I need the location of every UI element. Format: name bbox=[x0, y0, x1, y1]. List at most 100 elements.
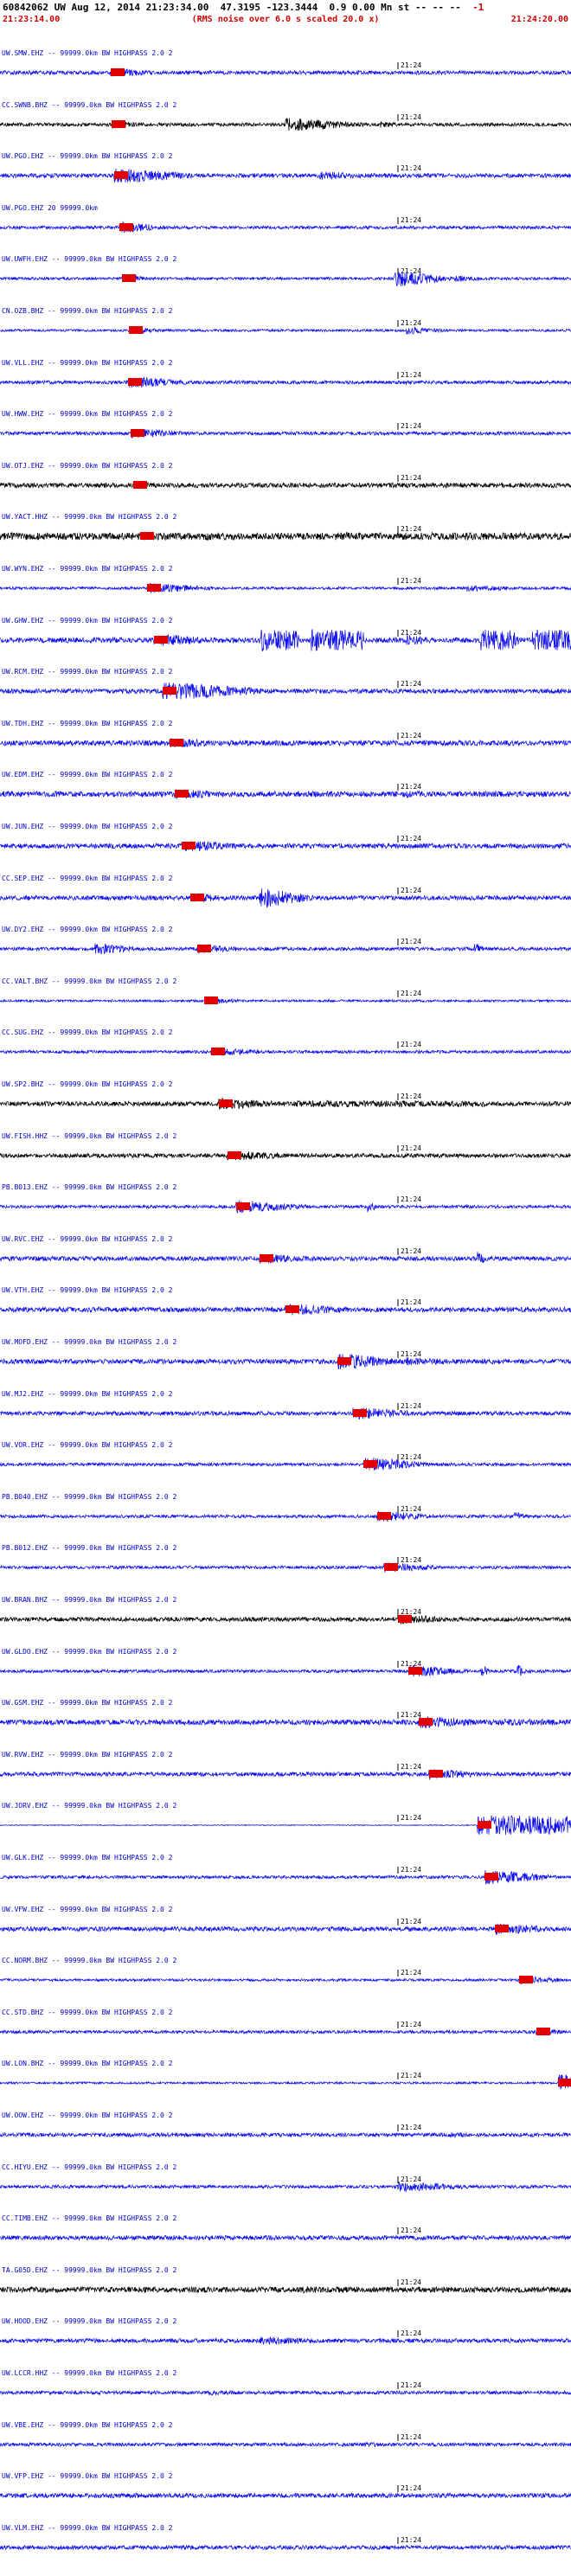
pick-marker[interactable] bbox=[419, 1718, 433, 1726]
waveform-trace[interactable] bbox=[0, 376, 571, 388]
pick-marker[interactable] bbox=[377, 1512, 391, 1520]
waveform-trace[interactable] bbox=[0, 1252, 571, 1264]
waveform-trace[interactable] bbox=[0, 2492, 571, 2500]
pick-marker[interactable] bbox=[408, 1667, 422, 1675]
waveform-canvas[interactable]: 21:24 bbox=[0, 2471, 571, 2523]
waveform-canvas[interactable]: 21:24 bbox=[0, 151, 571, 203]
waveform-canvas[interactable]: 21:24 bbox=[0, 2059, 571, 2111]
waveform-trace[interactable] bbox=[0, 117, 571, 131]
waveform-trace[interactable] bbox=[0, 997, 571, 1005]
pick-marker[interactable] bbox=[484, 1873, 498, 1881]
waveform-trace[interactable] bbox=[0, 1614, 571, 1624]
waveform-canvas[interactable]: 21:24 bbox=[0, 1080, 571, 1131]
pick-marker[interactable] bbox=[111, 68, 125, 76]
waveform-canvas[interactable]: 21:24 bbox=[0, 1595, 571, 1647]
waveform-trace[interactable] bbox=[0, 1664, 571, 1677]
waveform-trace[interactable] bbox=[0, 2389, 571, 2396]
waveform-canvas[interactable]: 21:24 bbox=[0, 925, 571, 977]
waveform-trace[interactable] bbox=[0, 1869, 571, 1885]
waveform-canvas[interactable]: 21:24 bbox=[0, 874, 571, 926]
pick-marker[interactable] bbox=[429, 1770, 443, 1778]
pick-marker[interactable] bbox=[236, 1202, 250, 1210]
waveform-trace[interactable] bbox=[0, 2074, 571, 2090]
pick-marker[interactable] bbox=[228, 1151, 241, 1159]
waveform-trace[interactable] bbox=[0, 2544, 571, 2551]
waveform-trace[interactable] bbox=[0, 582, 571, 593]
waveform-trace[interactable] bbox=[0, 428, 571, 439]
waveform-canvas[interactable]: 21:24 bbox=[0, 1337, 571, 1389]
waveform-trace[interactable] bbox=[0, 1150, 571, 1161]
waveform-canvas[interactable]: 21:24 bbox=[0, 770, 571, 822]
waveform-canvas[interactable]: 21:24 bbox=[0, 48, 571, 100]
waveform-canvas[interactable]: 21:24 bbox=[0, 512, 571, 564]
waveform-trace[interactable] bbox=[0, 1098, 571, 1110]
pick-marker[interactable] bbox=[170, 739, 183, 747]
waveform-trace[interactable] bbox=[0, 2181, 571, 2193]
waveform-trace[interactable] bbox=[0, 2131, 571, 2139]
waveform-canvas[interactable]: 21:24 bbox=[0, 2316, 571, 2368]
waveform-canvas[interactable]: 21:24 bbox=[0, 1698, 571, 1750]
pick-marker[interactable] bbox=[154, 636, 168, 644]
waveform-trace[interactable] bbox=[0, 326, 571, 336]
waveform-canvas[interactable]: 21:24 bbox=[0, 1956, 571, 2008]
waveform-canvas[interactable]: 21:24 bbox=[0, 1543, 571, 1595]
waveform-canvas[interactable]: 21:24 bbox=[0, 2368, 571, 2420]
pick-marker[interactable] bbox=[260, 1254, 273, 1262]
waveform-trace[interactable] bbox=[0, 2234, 571, 2241]
waveform-trace[interactable] bbox=[0, 2028, 571, 2036]
waveform-canvas[interactable]: 21:24 bbox=[0, 1492, 571, 1544]
waveform-canvas[interactable]: 21:24 bbox=[0, 616, 571, 668]
waveform-canvas[interactable]: 21:24 bbox=[0, 1647, 571, 1699]
waveform-trace[interactable] bbox=[0, 1048, 571, 1056]
pick-marker[interactable] bbox=[398, 1615, 412, 1623]
pick-marker[interactable] bbox=[211, 1048, 225, 1055]
waveform-canvas[interactable]: 21:24 bbox=[0, 2214, 571, 2265]
waveform-canvas[interactable]: 21:24 bbox=[0, 1905, 571, 1957]
waveform-trace[interactable] bbox=[0, 1354, 571, 1370]
pick-marker[interactable] bbox=[519, 1976, 533, 1983]
waveform-trace[interactable] bbox=[0, 68, 571, 77]
waveform-trace[interactable] bbox=[0, 788, 571, 799]
waveform-trace[interactable] bbox=[0, 888, 571, 908]
waveform-canvas[interactable]: 21:24 bbox=[0, 564, 571, 616]
waveform-canvas[interactable]: 21:24 bbox=[0, 1440, 571, 1492]
waveform-trace[interactable] bbox=[0, 480, 571, 490]
waveform-trace[interactable] bbox=[0, 1716, 571, 1729]
pick-marker[interactable] bbox=[353, 1409, 367, 1417]
pick-marker[interactable] bbox=[363, 1460, 377, 1468]
pick-marker[interactable] bbox=[182, 842, 196, 849]
waveform-trace[interactable] bbox=[0, 1923, 571, 1935]
waveform-canvas[interactable]: 21:24 bbox=[0, 1750, 571, 1802]
pick-marker[interactable] bbox=[384, 1563, 398, 1571]
waveform-canvas[interactable]: 21:24 bbox=[0, 1028, 571, 1080]
pick-marker[interactable] bbox=[133, 481, 147, 489]
pick-marker[interactable] bbox=[558, 2079, 571, 2086]
waveform-trace[interactable] bbox=[0, 1561, 571, 1573]
waveform-canvas[interactable]: 21:24 bbox=[0, 1801, 571, 1853]
waveform-trace[interactable] bbox=[0, 2441, 571, 2448]
waveform-canvas[interactable]: 21:24 bbox=[0, 358, 571, 410]
waveform-trace[interactable] bbox=[0, 168, 571, 183]
waveform-trace[interactable] bbox=[0, 271, 571, 287]
pick-marker[interactable] bbox=[478, 1821, 491, 1829]
waveform-trace[interactable] bbox=[0, 943, 571, 955]
waveform-canvas[interactable]: 21:24 bbox=[0, 461, 571, 513]
waveform-canvas[interactable]: 21:24 bbox=[0, 2420, 571, 2472]
pick-marker[interactable] bbox=[114, 171, 128, 179]
waveform-trace[interactable] bbox=[0, 841, 571, 852]
pick-marker[interactable] bbox=[286, 1305, 299, 1313]
pick-marker[interactable] bbox=[197, 945, 211, 952]
waveform-trace[interactable] bbox=[0, 221, 571, 234]
waveform-canvas[interactable]: 21:24 bbox=[0, 2163, 571, 2214]
waveform-trace[interactable] bbox=[0, 629, 571, 651]
waveform-trace[interactable] bbox=[0, 1458, 571, 1471]
waveform-canvas[interactable]: 21:24 bbox=[0, 254, 571, 306]
pick-marker[interactable] bbox=[129, 326, 143, 334]
pick-marker[interactable] bbox=[163, 687, 176, 695]
waveform-canvas[interactable]: 21:24 bbox=[0, 2523, 571, 2575]
waveform-trace[interactable] bbox=[0, 682, 571, 700]
pick-marker[interactable] bbox=[119, 223, 133, 231]
waveform-trace[interactable] bbox=[0, 2336, 571, 2345]
waveform-canvas[interactable]: 21:24 bbox=[0, 409, 571, 461]
waveform-trace[interactable] bbox=[0, 1975, 571, 1985]
